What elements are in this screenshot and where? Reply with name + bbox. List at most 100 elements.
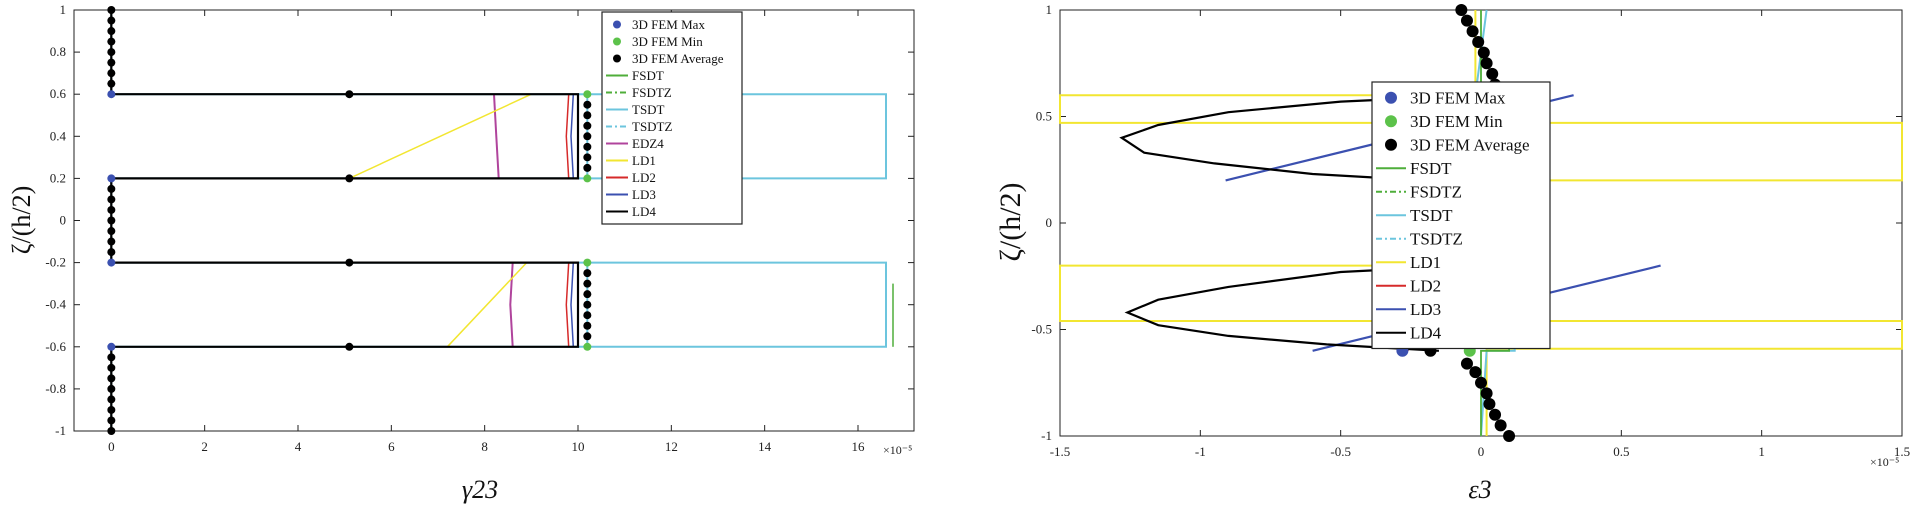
left-marker-3d-fem-min: [583, 90, 592, 99]
right-x-tick-label: -1: [1195, 444, 1206, 459]
right-legend: 3D FEM Max 3D FEM Min 3D FEM Average FSDT FS…: [1371, 81, 1551, 350]
right-legend-label: LD2: [1410, 277, 1441, 296]
left-marker-3d-fem-average: [107, 353, 116, 362]
left-x-tick-label: 16: [852, 439, 866, 454]
right-xlabel-main: ε3: [1468, 475, 1491, 504]
left-marker-3d-fem-max: [107, 174, 116, 183]
left-series-ld2: [565, 94, 570, 179]
left-series-ld2b: [565, 262, 570, 347]
right-legend-label: 3D FEM Min: [1410, 112, 1503, 131]
left-legend-label: LD1: [632, 153, 656, 168]
left-marker-3d-fem-average: [583, 279, 592, 288]
left-marker-3d-fem-average: [107, 184, 116, 193]
left-legend-label: TSDTZ: [632, 119, 673, 134]
right-marker-3d-fem-average: [1469, 366, 1482, 379]
left-marker-3d-fem-average: [583, 290, 592, 299]
right-y-tick-label: 0.5: [1036, 109, 1052, 124]
left-x-tick-label: 6: [388, 439, 395, 454]
left-marker-3d-fem-average: [107, 205, 116, 214]
left-y-tick-label: 0: [60, 213, 67, 228]
left-legend-label: FSDT: [632, 68, 664, 83]
left-marker-3d-fem-average: [107, 195, 116, 204]
left-legend-label: 3D FEM Average: [632, 51, 724, 66]
left-marker-3d-fem-average: [583, 311, 592, 320]
left-y-tick-label: -1: [55, 423, 66, 438]
left-marker-3d-fem-average: [107, 79, 116, 88]
right-legend-label: FSDT: [1410, 159, 1452, 178]
left-legend: 3D FEM Max 3D FEM Min 3D FEM Average FSDT FS…: [601, 11, 743, 225]
right-x-tick-label: 0: [1478, 444, 1485, 459]
right-x-multiplier: ×10⁻⁵: [1870, 455, 1899, 469]
right-marker-3d-fem-average: [1486, 67, 1499, 80]
right-marker-3d-fem-average: [1480, 57, 1493, 70]
left-legend-label: FSDTZ: [632, 85, 672, 100]
right-marker-3d-fem-average: [1494, 419, 1507, 432]
left-marker-3d-fem-average: [107, 48, 116, 57]
left-x-multiplier: ×10⁻⁵: [883, 443, 912, 457]
left-marker-3d-fem-average: [107, 405, 116, 414]
left-plot-area: [73, 9, 915, 432]
left-legend-box: [601, 11, 743, 225]
right-y-tick-label: -1: [1041, 428, 1052, 443]
right-series-ld4: [1119, 94, 1482, 182]
left-marker-3d-fem-average: [107, 374, 116, 383]
left-marker-3d-fem-max: [107, 258, 116, 267]
left-legend-label: LD4: [632, 204, 656, 219]
left-marker-3d-fem-average: [107, 416, 116, 425]
left-x-tick-label: 0: [108, 439, 115, 454]
left-x-tick-label: 8: [481, 439, 488, 454]
left-series-ld1: [348, 93, 532, 180]
right-x-tick-label: -0.5: [1330, 444, 1351, 459]
left-ticks: 0 2 4 6 8 10 12 14 16 -1 -0.8 -0.6 -0.4 -0.2 0 0.2 0.4 0.…: [45, 2, 914, 454]
right-x-tick-label: -1.5: [1050, 444, 1071, 459]
left-marker-3d-fem-average: [107, 69, 116, 78]
right-legend-swatch-marker: [1385, 115, 1397, 128]
left-marker-3d-fem-average: [583, 111, 592, 120]
right-legend-label: TSDT: [1410, 206, 1453, 225]
left-marker-3d-fem-average: [583, 121, 592, 130]
right-marker-3d-fem-average: [1466, 25, 1479, 38]
left-marker-3d-fem-average: [583, 153, 592, 162]
right-legend-label: 3D FEM Average: [1410, 136, 1530, 155]
left-series-edz4: [493, 94, 500, 179]
right-x-tick-label: 1.5: [1894, 444, 1910, 459]
left-marker-3d-fem-average: [107, 248, 116, 257]
left-marker-3d-fem-average: [107, 384, 116, 393]
left-marker-3d-fem-max: [107, 342, 116, 351]
chart-left: 0 2 4 6 8 10 12 14 16 -1 -0.8 -0.6 -0.4 -0.2 0 0.2 0.4 0.…: [7, 2, 915, 504]
left-markers-group: [107, 6, 592, 435]
left-y-tick-label: 0.6: [50, 86, 67, 101]
left-marker-3d-fem-average: [345, 258, 354, 267]
left-y-tick-label: -0.8: [45, 381, 66, 396]
left-legend-swatch-marker: [613, 54, 621, 63]
left-marker-3d-fem-average: [345, 342, 354, 351]
left-marker-3d-fem-average: [107, 6, 116, 14]
right-marker-3d-fem-average: [1472, 35, 1485, 48]
left-y-tick-label: -0.4: [45, 297, 66, 312]
left-series-ld3b: [570, 262, 575, 347]
left-x-axis-label: γ23: [462, 475, 498, 504]
left-x-tick-label: 12: [665, 439, 678, 454]
left-marker-3d-fem-average: [107, 363, 116, 372]
left-marker-3d-fem-average: [107, 237, 116, 246]
right-legend-label: FSDTZ: [1410, 183, 1462, 202]
right-legend-swatch-marker: [1385, 138, 1397, 151]
right-y-axis-label: ζ/(h/2): [994, 182, 1027, 261]
left-marker-3d-fem-average: [107, 395, 116, 404]
left-y-tick-label: 0.2: [50, 170, 66, 185]
left-x-tick-label: 14: [758, 439, 772, 454]
left-marker-3d-fem-min: [583, 174, 592, 183]
left-series-tsdt-ext2: [587, 261, 887, 348]
left-series-ld1b: [446, 262, 528, 348]
left-legend-label: 3D FEM Max: [632, 17, 705, 32]
right-marker-3d-fem-average: [1455, 4, 1468, 16]
right-legend-label: 3D FEM Max: [1410, 89, 1506, 108]
left-marker-3d-fem-max: [107, 90, 116, 99]
right-marker-3d-fem-average: [1489, 408, 1502, 421]
left-legend-label: TSDT: [632, 102, 665, 117]
right-marker-3d-fem-average: [1460, 357, 1473, 370]
right-marker-3d-fem-average: [1477, 46, 1490, 59]
right-marker-3d-fem-average: [1480, 387, 1493, 400]
left-marker-3d-fem-min: [583, 342, 592, 351]
